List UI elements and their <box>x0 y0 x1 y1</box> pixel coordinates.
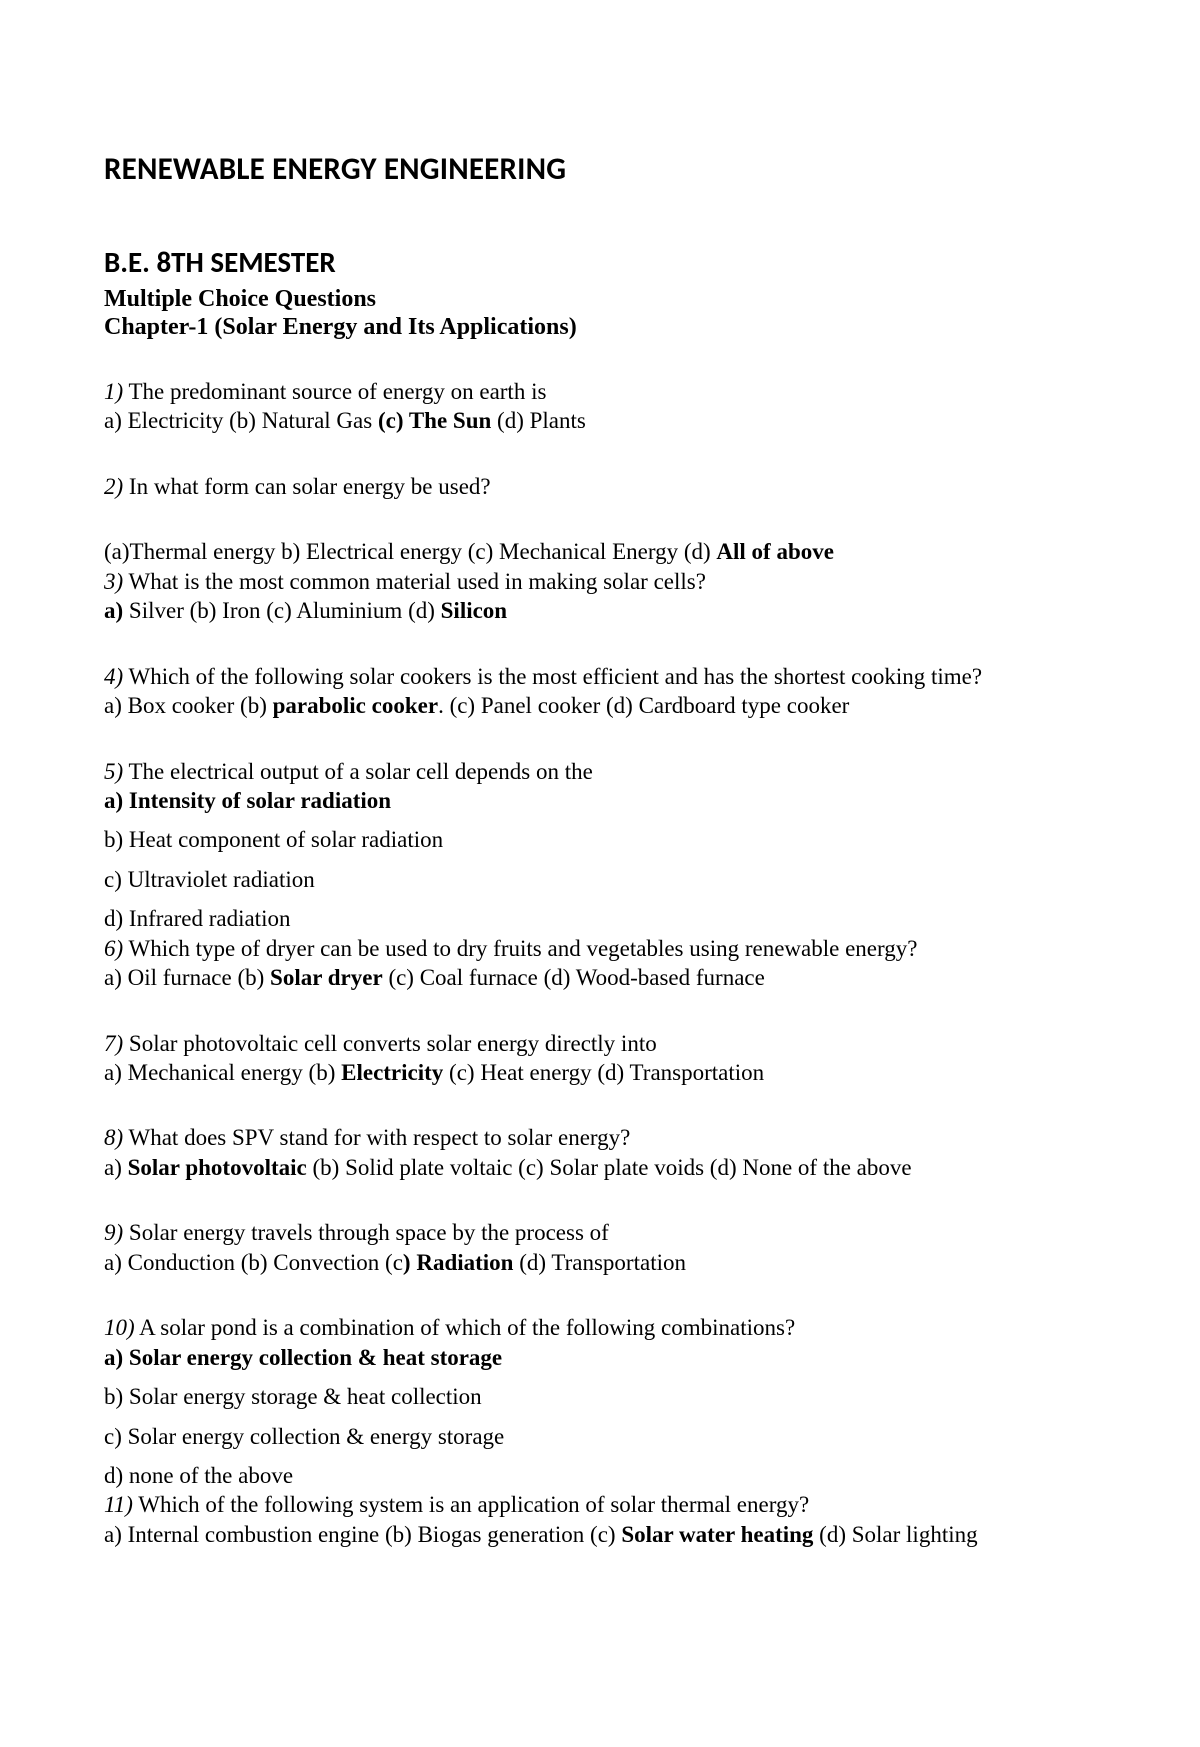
mcq-heading: Multiple Choice Questions <box>104 284 1100 314</box>
question-text: A solar pond is a combination of which o… <box>135 1315 796 1340</box>
question-text: Which type of dryer can be used to dry f… <box>123 936 917 961</box>
question-text: Which of the following solar cookers is … <box>123 664 982 689</box>
question-4: 4) Which of the following solar cookers … <box>104 662 1100 721</box>
option-text: (a)Thermal energy b) Electrical energy (… <box>104 539 716 564</box>
option-b: b) Solar energy storage & heat collectio… <box>104 1382 1100 1411</box>
question-number: 1) <box>104 379 123 404</box>
option-text: a) Internal combustion engine (b) Biogas… <box>104 1522 621 1547</box>
option-a: a) Solar energy collection & heat storag… <box>104 1343 1100 1372</box>
option-text: (d) Plants <box>491 408 586 433</box>
option-text: (d) Transportation <box>513 1250 686 1275</box>
question-number: 2) <box>104 474 123 499</box>
question-11: 11) Which of the following system is an … <box>104 1490 1100 1549</box>
option-text: Silver (b) Iron (c) Aluminium (d) <box>123 598 440 623</box>
correct-answer: Solar dryer <box>270 965 383 990</box>
option-d: d) none of the above <box>104 1461 1100 1490</box>
correct-answer: Solar photovoltaic <box>128 1155 307 1180</box>
question-1: 1) The predominant source of energy on e… <box>104 377 1100 436</box>
question-number: 5) <box>104 759 123 784</box>
question-number: 4) <box>104 664 123 689</box>
question-text: The predominant source of energy on eart… <box>123 379 546 404</box>
question-2: 2) In what form can solar energy be used… <box>104 472 1100 501</box>
option-text: a) Electricity (b) Natural Gas <box>104 408 378 433</box>
question-text: The electrical output of a solar cell de… <box>123 759 593 784</box>
question-8: 8) What does SPV stand for with respect … <box>104 1123 1100 1182</box>
option-text: a) Oil furnace (b) <box>104 965 270 990</box>
question-text: In what form can solar energy be used? <box>123 474 490 499</box>
option-label: a) <box>104 598 123 623</box>
question-text: Solar photovoltaic cell converts solar e… <box>123 1031 657 1056</box>
correct-answer: Solar water heating <box>621 1522 813 1547</box>
option-c: c) Ultraviolet radiation <box>104 865 1100 894</box>
question-number: 7) <box>104 1031 123 1056</box>
question-10: 10) A solar pond is a combination of whi… <box>104 1313 1100 1490</box>
option-a: a) Intensity of solar radiation <box>104 786 1100 815</box>
correct-answer: ) Radiation <box>403 1250 514 1275</box>
question-2-options: (a)Thermal energy b) Electrical energy (… <box>104 537 1100 566</box>
chapter-heading: Chapter-1 (Solar Energy and Its Applicat… <box>104 314 1100 341</box>
question-number: 8) <box>104 1125 123 1150</box>
correct-answer: parabolic cooker <box>273 693 438 718</box>
question-9: 9) Solar energy travels through space by… <box>104 1218 1100 1277</box>
question-number: 10) <box>104 1315 135 1340</box>
option-text: . (c) Panel cooker (d) Cardboard type co… <box>438 693 849 718</box>
option-text: (c) Heat energy (d) Transportation <box>443 1060 764 1085</box>
question-3-options: a) Silver (b) Iron (c) Aluminium (d) Sil… <box>104 596 1100 625</box>
document-subtitle: B.E. 8TH SEMESTER <box>104 244 1100 280</box>
option-d: d) Infrared radiation <box>104 904 1100 933</box>
question-7: 7) Solar photovoltaic cell converts sola… <box>104 1029 1100 1088</box>
correct-answer: Silicon <box>441 598 507 623</box>
question-number: 9) <box>104 1220 123 1245</box>
option-text: a) <box>104 1155 128 1180</box>
document-title: RENEWABLE ENERGY ENGINEERING <box>104 150 1100 188</box>
question-3: 3) What is the most common material used… <box>104 567 1100 596</box>
question-number: 11) <box>104 1492 133 1517</box>
question-text: Solar energy travels through space by th… <box>123 1220 609 1245</box>
option-text: a) Mechanical energy (b) <box>104 1060 341 1085</box>
correct-answer: All of above <box>716 539 834 564</box>
question-number: 6) <box>104 936 123 961</box>
correct-answer: (c) The Sun <box>378 408 491 433</box>
option-text: (c) Coal furnace (d) Wood-based furnace <box>383 965 765 990</box>
question-text: Which of the following system is an appl… <box>133 1492 809 1517</box>
option-c: c) Solar energy collection & energy stor… <box>104 1422 1100 1451</box>
question-text: What is the most common material used in… <box>123 569 706 594</box>
question-6: 6) Which type of dryer can be used to dr… <box>104 934 1100 993</box>
option-text: (b) Solid plate voltaic (c) Solar plate … <box>307 1155 912 1180</box>
option-text: a) Box cooker (b) <box>104 693 273 718</box>
correct-answer: Electricity <box>341 1060 443 1085</box>
option-b: b) Heat component of solar radiation <box>104 825 1100 854</box>
question-5: 5) The electrical output of a solar cell… <box>104 757 1100 934</box>
option-text: (d) Solar lighting <box>813 1522 977 1547</box>
question-text: What does SPV stand for with respect to … <box>123 1125 630 1150</box>
question-number: 3) <box>104 569 123 594</box>
option-text: a) Conduction (b) Convection (c <box>104 1250 403 1275</box>
